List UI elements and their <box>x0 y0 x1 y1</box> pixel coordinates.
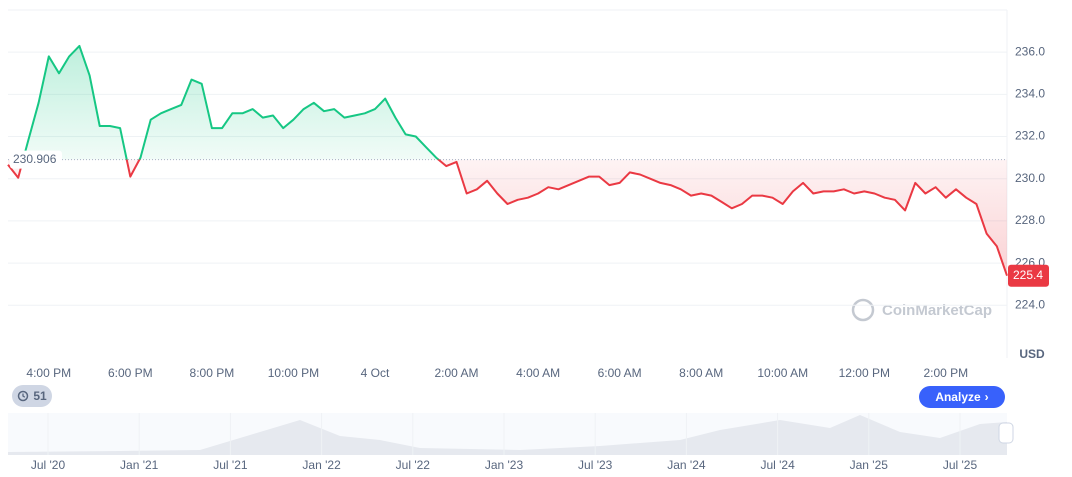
y-tick-label: 230.0 <box>1015 171 1045 185</box>
chevron: › <box>984 390 989 404</box>
navigator-label: Jan '23 <box>485 458 524 472</box>
price-area <box>8 45 1007 276</box>
navigator-label: Jan '22 <box>302 458 341 472</box>
history-badge[interactable]: 51 <box>12 385 52 407</box>
navigator-label: Jul '20 <box>31 458 66 472</box>
history-count: 51 <box>33 389 47 403</box>
y-tick-label: 236.0 <box>1015 44 1045 58</box>
navigator-area <box>8 415 1007 455</box>
x-tick-label: 4:00 PM <box>26 366 71 380</box>
y-tick-label: 228.0 <box>1015 213 1045 227</box>
y-unit: USD <box>1019 347 1045 361</box>
navigator-label: Jul '21 <box>213 458 248 472</box>
history-icon <box>18 390 29 402</box>
reference-label: 230.906 <box>13 152 57 166</box>
current-price-label: 225.4 <box>1013 268 1043 282</box>
x-tick-label: 10:00 PM <box>268 366 319 380</box>
x-tick-label: 10:00 AM <box>757 366 808 380</box>
navigator-label: Jul '25 <box>943 458 978 472</box>
x-tick-label: 6:00 AM <box>598 366 642 380</box>
x-tick-label: 4 Oct <box>361 366 390 380</box>
x-tick-label: 2:00 AM <box>435 366 479 380</box>
x-tick-label: 8:00 AM <box>679 366 723 380</box>
analyze-label: Analyze <box>935 390 981 404</box>
x-tick-label: 2:00 PM <box>923 366 968 380</box>
y-tick-label: 232.0 <box>1015 129 1045 143</box>
watermark-text: CoinMarketCap <box>882 302 992 319</box>
current-price-badge <box>1008 264 1049 287</box>
navigator-label: Jul '23 <box>578 458 613 472</box>
navigator-label: Jan '25 <box>850 458 889 472</box>
x-tick-label: 4:00 AM <box>516 366 560 380</box>
price-line <box>7 44 1008 277</box>
navigator-label: Jul '24 <box>760 458 795 472</box>
x-tick-label: 8:00 PM <box>190 366 235 380</box>
y-tick-label: 224.0 <box>1015 297 1045 311</box>
analyze-button[interactable]: Analyze › <box>919 386 1005 408</box>
navigator-handle[interactable] <box>998 422 1014 444</box>
navigator-label: Jan '21 <box>120 458 159 472</box>
y-tick-label: 234.0 <box>1015 87 1045 101</box>
navigator-label: Jul '22 <box>396 458 431 472</box>
watermark: CoinMarketCap <box>851 298 992 322</box>
navigator-label: Jan '24 <box>667 458 706 472</box>
reference-label-bg <box>10 150 62 169</box>
x-tick-label: 12:00 PM <box>839 366 890 380</box>
x-tick-label: 6:00 PM <box>108 366 153 380</box>
